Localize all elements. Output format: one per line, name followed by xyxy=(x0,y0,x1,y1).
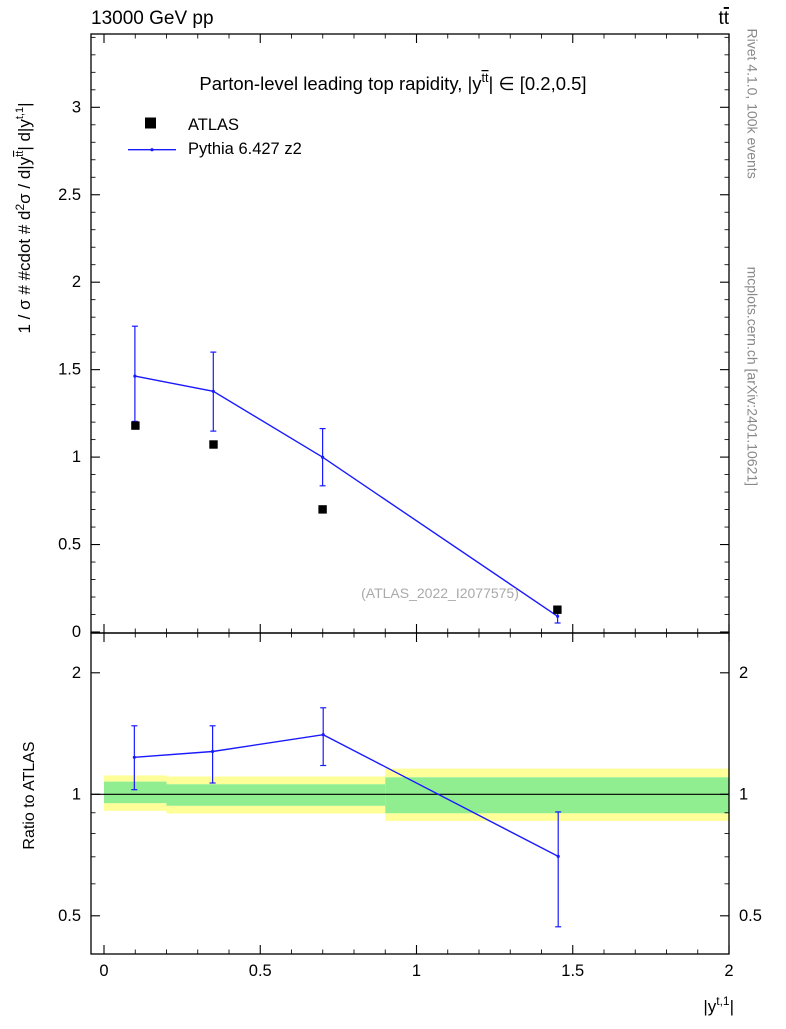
svg-text:ATLAS: ATLAS xyxy=(188,116,239,134)
svg-text:2: 2 xyxy=(724,962,733,980)
svg-text:1: 1 xyxy=(72,785,81,803)
svg-text:1.5: 1.5 xyxy=(561,962,584,980)
svg-text:Parton-level leading top rapid: Parton-level leading top rapidity, |ytt|… xyxy=(199,71,586,94)
svg-text:1: 1 xyxy=(72,448,81,466)
svg-text:1: 1 xyxy=(739,785,748,803)
svg-text:tt: tt xyxy=(718,8,729,29)
svg-text:0: 0 xyxy=(72,623,81,641)
svg-text:0: 0 xyxy=(99,962,108,980)
svg-text:0.5: 0.5 xyxy=(739,907,762,925)
svg-text:2.5: 2.5 xyxy=(58,186,81,204)
svg-text:1: 1 xyxy=(412,962,421,980)
svg-text:Ratio to ATLAS: Ratio to ATLAS xyxy=(21,741,38,849)
svg-text:13000 GeV pp: 13000 GeV pp xyxy=(91,8,214,29)
svg-text:2: 2 xyxy=(72,273,81,291)
svg-text:2: 2 xyxy=(739,664,748,682)
svg-text:3: 3 xyxy=(72,98,81,116)
svg-text:0.5: 0.5 xyxy=(58,907,81,925)
svg-text:mcplots.cern.ch [arXiv:2401.10: mcplots.cern.ch [arXiv:2401.10621] xyxy=(745,267,761,486)
svg-text:Pythia 6.427 z2: Pythia 6.427 z2 xyxy=(188,140,302,158)
svg-text:0.5: 0.5 xyxy=(58,536,81,554)
svg-text:Rivet 4.1.0, 100k events: Rivet 4.1.0, 100k events xyxy=(745,29,761,179)
svg-text:(ATLAS_2022_I2077575): (ATLAS_2022_I2077575) xyxy=(361,585,519,601)
svg-text:2: 2 xyxy=(72,664,81,682)
svg-text:1 / σ # #cdot # d2σ / d|ytt| d: 1 / σ # #cdot # d2σ / d|ytt| d|yt,1| xyxy=(13,103,34,334)
svg-text:1.5: 1.5 xyxy=(58,361,81,379)
svg-text:0.5: 0.5 xyxy=(249,962,272,980)
